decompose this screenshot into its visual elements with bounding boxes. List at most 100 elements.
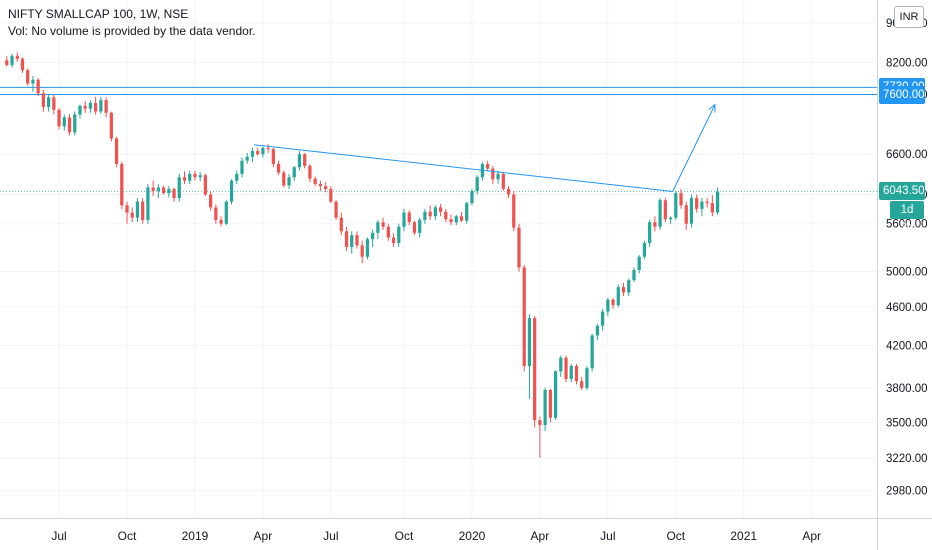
candle-body — [517, 227, 521, 268]
candle — [167, 186, 171, 198]
candle — [684, 201, 688, 230]
candle — [339, 212, 343, 236]
candle-body — [88, 102, 93, 109]
candle-body — [438, 207, 443, 212]
candle-body — [548, 390, 552, 418]
candle-body — [538, 420, 542, 425]
candle-body — [177, 177, 181, 199]
candle — [386, 223, 390, 241]
y-tick-label: 3800.00 — [886, 383, 928, 395]
candle — [480, 161, 485, 181]
candle — [135, 198, 140, 223]
candle-body — [161, 187, 166, 194]
currency-badge[interactable]: INR — [894, 6, 924, 28]
candle-body — [627, 280, 631, 293]
candle-body — [31, 79, 35, 84]
candle-body — [705, 201, 709, 204]
candle — [569, 363, 573, 383]
candle — [146, 184, 150, 224]
y-tick-label: 3500.00 — [886, 418, 928, 430]
candle-body — [501, 173, 505, 189]
candle — [522, 264, 526, 372]
candle — [705, 198, 709, 208]
x-tick-label: Jul — [600, 529, 615, 543]
candle-body — [449, 219, 453, 223]
candle — [214, 204, 218, 224]
candle-body — [209, 194, 213, 208]
candle — [465, 201, 469, 224]
candle — [506, 186, 511, 199]
candle — [627, 278, 631, 297]
candle — [538, 416, 542, 458]
candle — [282, 170, 286, 188]
candle — [130, 207, 134, 223]
candle — [276, 160, 281, 176]
candle-body — [41, 93, 45, 107]
candle — [31, 76, 35, 92]
candle-body — [407, 212, 411, 223]
candle-body — [297, 154, 302, 168]
candle — [57, 108, 61, 130]
candle-body — [52, 97, 56, 110]
candle-body — [491, 168, 495, 180]
candle — [198, 171, 202, 182]
candle — [209, 191, 213, 211]
y-tick-label: 2980.00 — [886, 486, 928, 498]
candle — [574, 363, 579, 385]
candle — [491, 165, 495, 185]
candle — [303, 152, 307, 169]
candle-body — [543, 390, 547, 425]
candle-body — [653, 222, 657, 227]
candle — [360, 240, 364, 264]
x-tick-label: 2019 — [182, 529, 209, 543]
candle — [668, 216, 673, 224]
candle-body — [648, 222, 652, 244]
candle-body — [454, 216, 458, 223]
x-tick-label: 2021 — [730, 529, 757, 543]
candle — [371, 229, 375, 248]
x-tick-label: Oct — [666, 529, 685, 543]
y-tick-label: 4200.00 — [886, 340, 928, 352]
candle — [653, 216, 657, 232]
candle — [621, 282, 626, 297]
candle — [689, 194, 694, 228]
candle — [329, 186, 333, 204]
candle — [433, 205, 437, 220]
candle-body — [10, 55, 14, 65]
candle — [470, 188, 474, 206]
chart-legend: NIFTY SMALLCAP 100, 1W, NSE Vol: No volu… — [8, 6, 255, 40]
candle — [235, 170, 239, 185]
candle-body — [339, 217, 343, 232]
candle-body — [433, 207, 437, 217]
candle-body — [5, 60, 9, 65]
candle — [407, 210, 411, 226]
candle — [141, 198, 145, 224]
candle — [611, 297, 615, 309]
candle-body — [402, 212, 406, 227]
candle-body — [533, 318, 537, 421]
candle-body — [329, 188, 333, 202]
candle-body — [26, 70, 30, 84]
candle — [287, 173, 291, 189]
candle-body — [355, 235, 359, 246]
candle — [73, 111, 77, 136]
candle-body — [20, 58, 25, 71]
candle-body — [245, 156, 249, 161]
candle — [496, 170, 500, 185]
candle — [266, 144, 270, 153]
candle-body — [595, 325, 600, 336]
candle-body — [569, 366, 573, 379]
candle — [391, 232, 396, 248]
candle — [5, 56, 9, 67]
candle-body — [198, 175, 202, 178]
candle — [616, 284, 620, 307]
candle-body — [292, 167, 296, 178]
candle-body — [621, 287, 626, 293]
candle-body — [344, 231, 349, 248]
symbol-title[interactable]: NIFTY SMALLCAP 100, 1W, NSE — [8, 7, 189, 21]
candle — [256, 147, 260, 156]
candle-body — [36, 79, 40, 94]
candle-body — [156, 187, 160, 192]
candle-body — [559, 357, 563, 372]
